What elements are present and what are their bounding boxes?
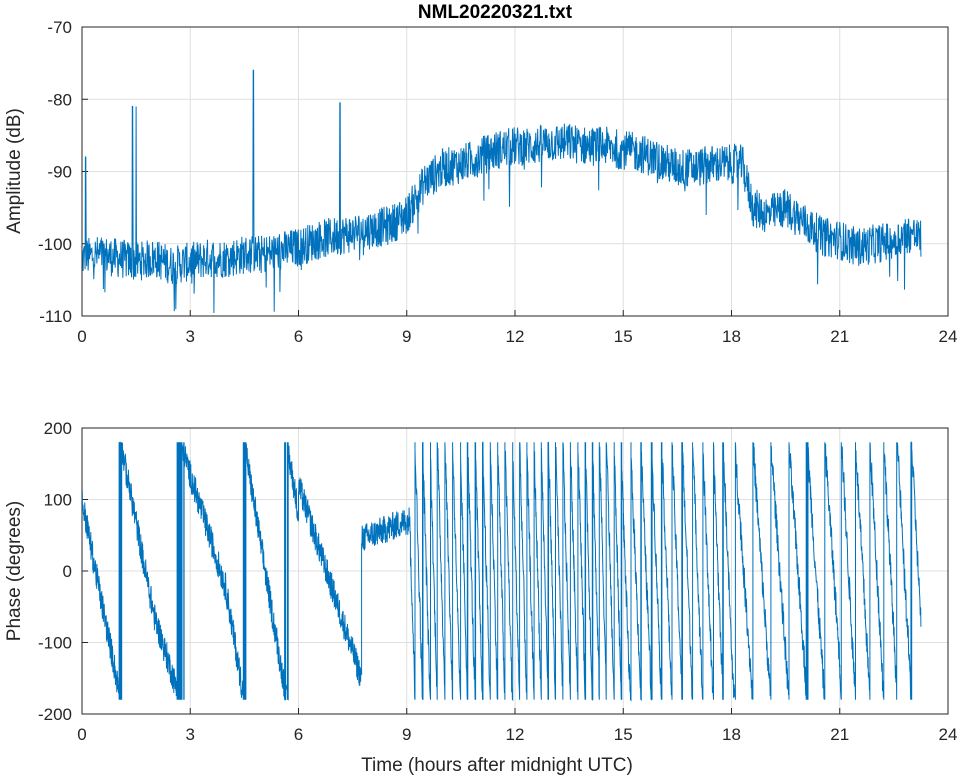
x-tick-label: 9 — [402, 327, 411, 346]
phase-series-line — [82, 441, 922, 702]
x-tick-label: 21 — [830, 725, 849, 744]
x-tick-label: 18 — [722, 327, 741, 346]
amplitude-series-line — [82, 69, 922, 314]
x-tick-label: 24 — [939, 725, 958, 744]
y-tick-label: -100 — [38, 235, 72, 254]
x-tick-label: 3 — [186, 725, 195, 744]
x-tick-label: 9 — [402, 725, 411, 744]
x-tick-label: 0 — [77, 327, 86, 346]
x-tick-label: 15 — [614, 725, 633, 744]
phase-x-axis-label: Time (hours after midnight UTC) — [361, 755, 633, 776]
y-tick-label: 0 — [63, 562, 72, 581]
x-tick-label: 3 — [186, 327, 195, 346]
y-tick-label: -80 — [47, 90, 72, 109]
phase-x-ticks: 0 3 6 9 12 15 18 21 24 — [77, 708, 957, 744]
x-tick-label: 12 — [506, 327, 525, 346]
chart-title: NML20220321.txt — [418, 2, 573, 23]
y-tick-label: -200 — [38, 705, 72, 724]
y-tick-label: -70 — [47, 18, 72, 37]
x-tick-label: 6 — [294, 327, 303, 346]
amplitude-plot: 0 3 6 9 12 15 18 21 24 -70 -80 -90 -100 -110 Amplitu… — [4, 18, 957, 346]
amplitude-x-ticks: 0 3 6 9 12 15 18 21 24 — [77, 310, 957, 346]
y-tick-label: -110 — [39, 307, 72, 326]
y-tick-label: 200 — [44, 419, 72, 438]
x-tick-label: 12 — [506, 725, 525, 744]
y-tick-label: -100 — [38, 634, 72, 653]
phase-y-axis-label: Phase (degrees) — [4, 501, 25, 641]
x-tick-label: 24 — [939, 327, 958, 346]
x-tick-label: 6 — [294, 725, 303, 744]
amplitude-y-axis-label: Amplitude (dB) — [4, 108, 25, 234]
amplitude-y-ticks: -70 -80 -90 -100 -110 — [38, 18, 88, 326]
x-tick-label: 18 — [722, 725, 741, 744]
phase-y-ticks: 200 100 0 -100 -200 — [38, 419, 88, 724]
x-tick-label: 15 — [614, 327, 633, 346]
phase-grid — [81, 427, 949, 715]
x-tick-label: 0 — [77, 725, 86, 744]
y-tick-label: -90 — [47, 163, 72, 182]
y-tick-label: 100 — [44, 491, 72, 510]
x-tick-label: 21 — [830, 327, 849, 346]
phase-plot: 0 3 6 9 12 15 18 21 24 200 100 0 -100 -200 Time (hou… — [4, 419, 957, 776]
